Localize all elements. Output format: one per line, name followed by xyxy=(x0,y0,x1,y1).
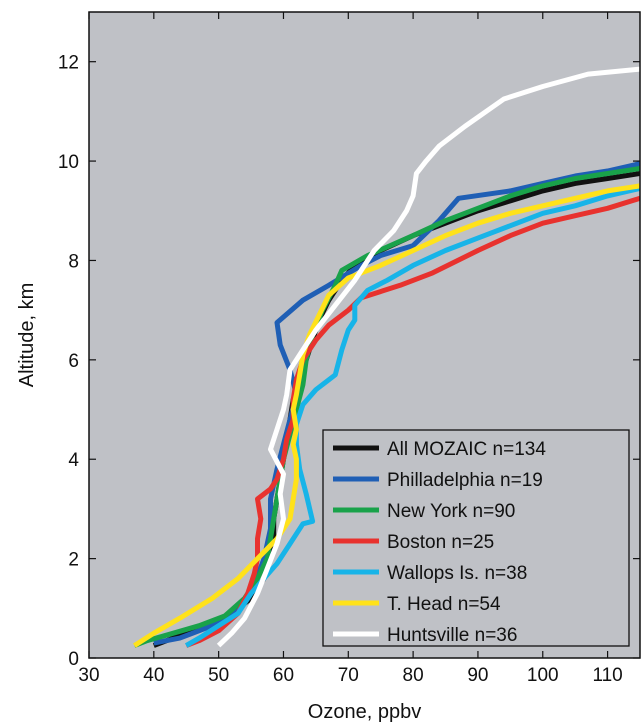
legend-label-3: Boston n=25 xyxy=(387,532,494,553)
y-tick-label: 0 xyxy=(68,649,79,670)
y-tick-label: 2 xyxy=(68,550,79,571)
x-tick-label: 90 xyxy=(467,665,488,686)
legend-label-5: T. Head n=54 xyxy=(387,594,501,615)
y-tick-label: 8 xyxy=(68,251,79,272)
x-tick-label: 110 xyxy=(592,665,622,686)
series-line-5 xyxy=(133,183,640,648)
y-tick-label: 10 xyxy=(58,152,79,173)
series-layer xyxy=(133,66,640,648)
legend-label-6: Huntsville n=36 xyxy=(387,625,517,646)
y-axis-label: Altitude, km xyxy=(16,283,38,387)
x-tick-label: 30 xyxy=(78,665,99,686)
y-axis-ticks: 0 2 4 6 8 10 12 xyxy=(58,53,640,670)
x-tick-label: 80 xyxy=(403,665,424,686)
legend-label-2: New York n=90 xyxy=(387,501,515,522)
plot-frame xyxy=(88,11,641,659)
x-tick-label: 50 xyxy=(208,665,229,686)
y-tick-label: 12 xyxy=(58,53,79,74)
legend-box xyxy=(322,429,630,647)
legend-label-0: All MOZAIC n=134 xyxy=(387,439,546,460)
x-tick-label: 70 xyxy=(338,665,359,686)
series-line-6 xyxy=(216,66,640,648)
x-axis-label: Ozone, ppbv xyxy=(308,701,421,723)
x-tick-label: 40 xyxy=(143,665,164,686)
y-tick-label: 4 xyxy=(68,450,79,471)
x-tick-label: 100 xyxy=(527,665,559,686)
x-tick-label: 60 xyxy=(273,665,294,686)
x-axis-ticks: 30 40 50 60 70 80 90 100 110 xyxy=(78,12,623,686)
legend-label-4: Wallops Is. n=38 xyxy=(387,563,527,584)
legend: All MOZAIC n=134 Philladelphia n=19 New Yo… xyxy=(322,429,630,647)
legend-label-1: Philladelphia n=19 xyxy=(387,470,543,491)
y-tick-label: 6 xyxy=(68,351,79,372)
